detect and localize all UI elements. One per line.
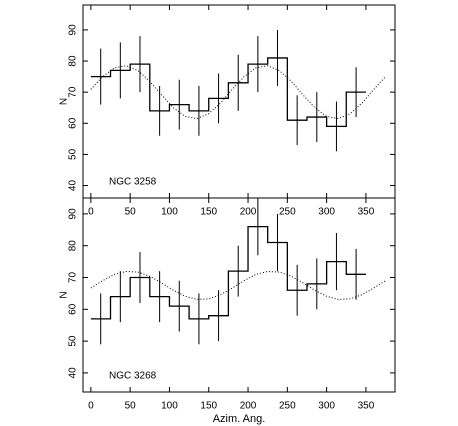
x-tick-label: 350 — [358, 401, 375, 412]
x-tick-label: 0 — [88, 207, 94, 218]
x-tick-label: 150 — [200, 401, 217, 412]
y-tick-label: 60 — [68, 303, 79, 315]
x-tick-label: 150 — [200, 207, 217, 218]
x-tick-label: 350 — [358, 207, 375, 218]
x-tick-label: 50 — [125, 207, 137, 218]
y-tick-label: 40 — [68, 367, 79, 379]
x-tick-label: 250 — [279, 401, 296, 412]
y-axis-label: N — [59, 291, 70, 298]
y-tick-label: 70 — [68, 272, 79, 284]
y-axis-label: N — [59, 98, 70, 105]
y-tick-label: 90 — [68, 208, 79, 220]
histogram-step — [90, 225, 366, 320]
x-tick-label: 0 — [88, 401, 94, 412]
y-tick-label: 50 — [68, 335, 79, 347]
y-tick-label: 80 — [68, 55, 79, 67]
histogram-step — [90, 57, 366, 128]
panel-frame — [82, 4, 396, 199]
x-tick-label: 300 — [318, 207, 335, 218]
x-tick-label: 50 — [125, 401, 137, 412]
x-tick-label: 100 — [161, 401, 178, 412]
y-tick-label: 90 — [68, 24, 79, 36]
x-tick-label: 300 — [318, 401, 335, 412]
panel-frame — [82, 197, 396, 393]
x-tick-label: 200 — [240, 207, 257, 218]
x-tick-label: 200 — [240, 401, 257, 412]
panel-label: NGC 3258 — [109, 177, 157, 188]
y-tick-label: 70 — [68, 86, 79, 98]
y-tick-label: 80 — [68, 240, 79, 252]
x-axis-label: Azim. Ang. — [213, 413, 266, 425]
x-tick-label: 250 — [279, 207, 296, 218]
x-tick-label: 100 — [161, 207, 178, 218]
y-tick-label: 40 — [68, 180, 79, 192]
y-tick-label: 50 — [68, 148, 79, 160]
y-tick-label: 60 — [68, 117, 79, 129]
panel-label: NGC 3268 — [109, 371, 157, 382]
